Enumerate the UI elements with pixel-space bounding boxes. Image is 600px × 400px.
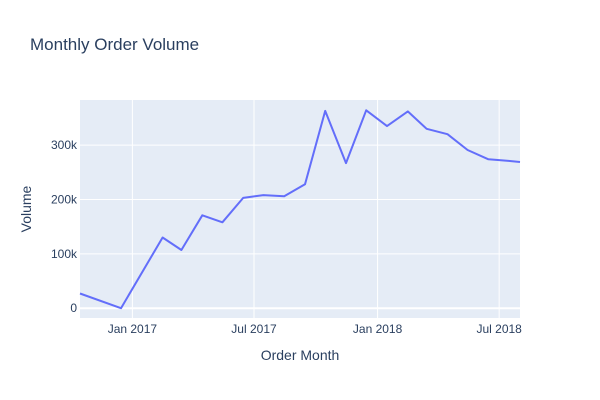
x-tick-label: Jan 2018 bbox=[353, 322, 403, 336]
y-tick-label: 300k bbox=[51, 138, 78, 152]
x-tick-label: Jan 2017 bbox=[108, 322, 158, 336]
y-tick-label: 100k bbox=[51, 247, 78, 261]
y-axis-title: Volume bbox=[18, 185, 34, 232]
x-tick-label: Jul 2017 bbox=[231, 322, 277, 336]
x-axis-title: Order Month bbox=[261, 347, 340, 363]
chart-title: Monthly Order Volume bbox=[30, 35, 199, 54]
x-tick-label: Jul 2018 bbox=[476, 322, 522, 336]
y-tick-label: 200k bbox=[51, 192, 78, 206]
y-axis-ticks: 0 100k 200k 300k bbox=[51, 138, 78, 315]
x-axis-ticks: Jan 2017 Jul 2017 Jan 2018 Jul 2018 bbox=[108, 322, 522, 336]
series-line-volume bbox=[79, 109, 521, 310]
plot-area bbox=[80, 100, 520, 318]
y-tick-label: 0 bbox=[70, 301, 77, 315]
